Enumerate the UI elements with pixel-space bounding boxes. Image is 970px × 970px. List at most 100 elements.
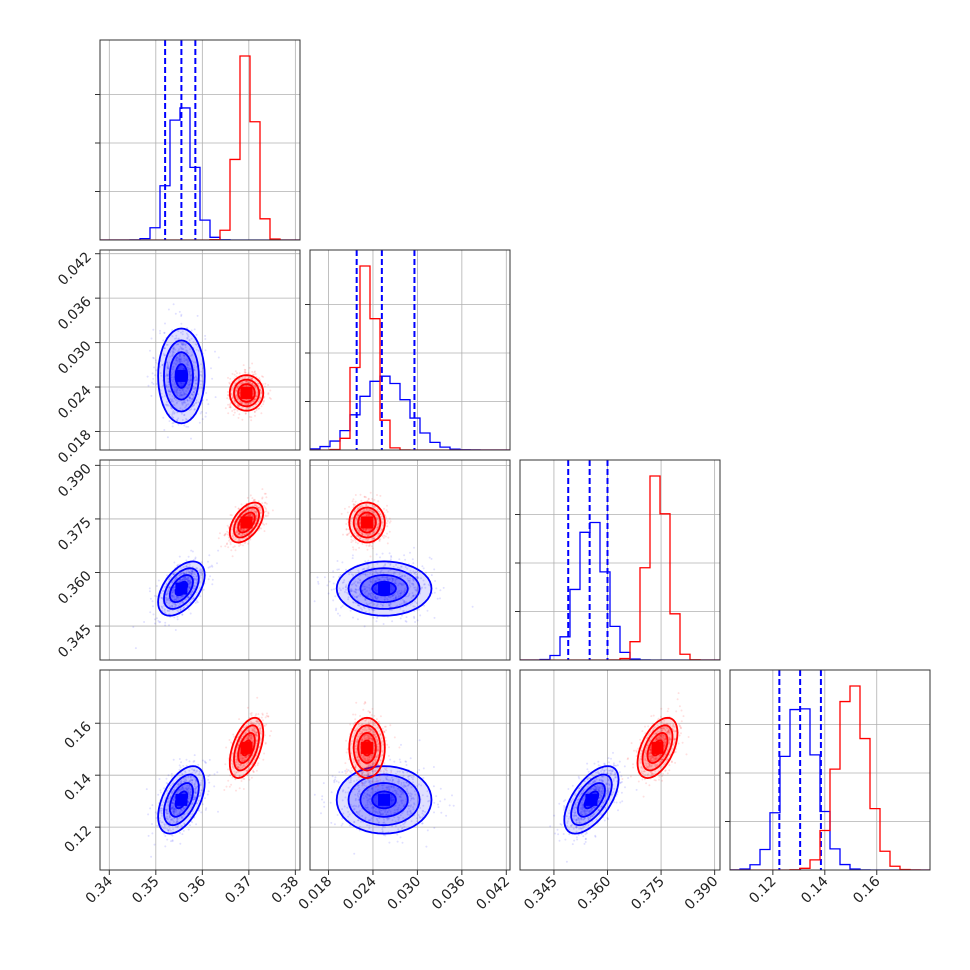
- sample-point: [185, 418, 188, 421]
- sample-point: [359, 505, 362, 508]
- sample-point: [175, 809, 178, 812]
- sample-point: [178, 758, 181, 760]
- sample-point: [259, 512, 262, 514]
- sample-point: [193, 794, 196, 797]
- sample-point: [187, 801, 190, 803]
- sample-point: [412, 595, 415, 597]
- sample-point: [165, 583, 168, 585]
- sample-point: [180, 394, 183, 397]
- sample-point: [159, 791, 162, 794]
- sample-point: [190, 408, 193, 411]
- sample-point: [193, 798, 196, 801]
- sample-point: [442, 586, 445, 589]
- sample-point: [415, 573, 418, 576]
- sample-point: [172, 788, 175, 791]
- sample-point: [211, 583, 214, 586]
- sample-point: [193, 573, 196, 576]
- sample-point: [175, 337, 178, 340]
- sample-point: [178, 816, 181, 819]
- sample-point: [400, 565, 402, 568]
- sample-point: [173, 616, 176, 619]
- sample-point: [355, 589, 358, 591]
- sample-point: [358, 604, 360, 607]
- sample-point: [342, 581, 345, 584]
- sample-point: [226, 524, 229, 527]
- sample-point: [352, 574, 355, 577]
- sample-point: [182, 787, 184, 790]
- sample-point: [376, 572, 379, 575]
- sample-point: [189, 584, 192, 587]
- sample-point: [439, 597, 441, 600]
- sample-point: [351, 500, 354, 503]
- sample-point: [254, 414, 256, 417]
- sample-point: [353, 582, 356, 585]
- sample-point: [369, 589, 372, 592]
- sample-point: [365, 533, 368, 536]
- sample-point: [168, 390, 171, 393]
- sample-point: [248, 406, 251, 409]
- sample-point: [201, 573, 203, 576]
- sample-point: [196, 378, 198, 381]
- sample-point: [263, 385, 266, 388]
- sample-point: [236, 386, 239, 389]
- sample-point: [169, 601, 172, 604]
- sample-point: [161, 812, 163, 815]
- sample-point: [364, 532, 367, 535]
- sample-point: [370, 602, 372, 605]
- sample-point: [189, 579, 191, 582]
- sample-point: [187, 608, 190, 611]
- sample-point: [380, 595, 382, 598]
- sample-point: [224, 545, 227, 548]
- sample-point: [195, 348, 198, 351]
- sample-point: [188, 760, 191, 763]
- sample-point: [362, 510, 365, 513]
- sample-point: [175, 577, 178, 580]
- sample-point: [177, 423, 180, 426]
- sample-point: [372, 522, 375, 525]
- sample-point: [239, 543, 242, 546]
- sample-point: [180, 348, 183, 351]
- sample-point: [235, 375, 238, 378]
- sample-point: [172, 587, 175, 589]
- sample-point: [165, 597, 168, 600]
- sample-point: [416, 608, 419, 611]
- sample-point: [204, 761, 207, 764]
- sample-point: [256, 505, 258, 508]
- sample-point: [394, 597, 397, 599]
- sample-point: [207, 775, 210, 778]
- sample-point: [176, 411, 179, 414]
- sample-point: [249, 377, 252, 380]
- sample-point: [166, 403, 169, 406]
- sample-point: [176, 343, 179, 346]
- sample-point: [183, 360, 186, 362]
- sample-point: [165, 808, 168, 811]
- sample-point: [167, 366, 169, 369]
- sample-point: [158, 621, 161, 624]
- sample-point: [227, 546, 230, 549]
- sample-point: [357, 507, 360, 510]
- sample-point: [197, 763, 200, 766]
- sample-point: [414, 586, 417, 589]
- sample-point: [371, 532, 374, 535]
- sample-point: [365, 496, 367, 499]
- sample-point: [392, 573, 395, 576]
- sample-point: [173, 588, 176, 591]
- sample-point: [226, 390, 229, 393]
- sample-point: [164, 621, 167, 624]
- sample-point: [175, 385, 178, 388]
- sample-point: [243, 542, 246, 545]
- sample-point: [187, 378, 190, 381]
- sample-point: [336, 560, 339, 562]
- sample-point: [412, 594, 415, 597]
- sample-point: [250, 416, 253, 419]
- sample-point: [185, 564, 188, 567]
- sample-point: [384, 564, 386, 567]
- sample-point: [178, 355, 181, 358]
- sample-point: [231, 397, 234, 400]
- sample-point: [210, 367, 212, 370]
- sample-point: [396, 566, 399, 569]
- sample-point: [355, 591, 358, 594]
- sample-point: [170, 791, 173, 793]
- sample-point: [189, 396, 192, 399]
- sample-point: [358, 511, 361, 514]
